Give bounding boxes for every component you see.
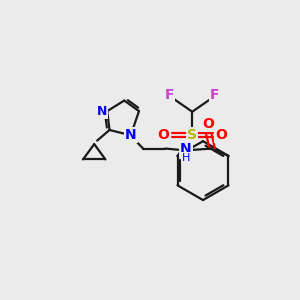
Text: N: N — [180, 142, 192, 155]
Text: N: N — [97, 105, 107, 118]
Text: O: O — [215, 128, 227, 142]
Text: N: N — [125, 128, 136, 142]
Text: F: F — [165, 88, 174, 102]
Text: O: O — [158, 128, 170, 142]
Text: O: O — [202, 117, 214, 131]
Text: F: F — [210, 88, 220, 102]
Text: H: H — [182, 153, 190, 163]
Text: S: S — [187, 128, 197, 142]
